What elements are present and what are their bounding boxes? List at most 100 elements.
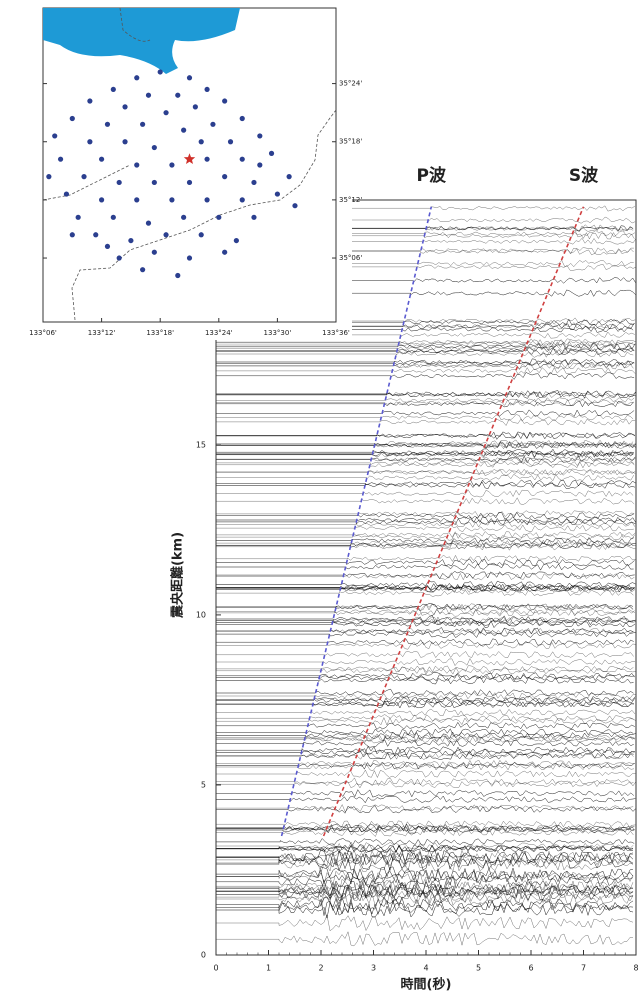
trace [216,751,634,760]
trace [216,820,636,829]
station [140,121,146,127]
station [87,98,93,104]
station [216,214,222,220]
trace [216,468,636,476]
trace [216,331,635,339]
x-tick-label: 8 [633,964,638,973]
trace [216,641,636,650]
station [87,139,93,145]
trace [216,735,635,744]
trace [216,769,636,779]
trace [216,344,635,352]
trace [216,852,634,869]
trace [216,247,634,255]
trace [216,733,636,742]
trace [216,229,636,238]
station [99,156,105,162]
station [116,255,122,261]
trace [216,603,634,611]
station [145,92,152,98]
trace [216,431,635,440]
station [46,174,52,180]
trace [216,699,634,709]
trace [216,563,634,571]
trace [216,696,636,705]
trace [216,510,635,518]
trace [216,390,636,398]
trace [216,400,634,408]
trace [216,616,636,625]
trace [216,362,634,370]
station [110,214,116,220]
trace [216,542,636,550]
trace [216,515,637,524]
trace [216,518,636,526]
map-x-tick-label: 133°24' [205,329,233,337]
trace [216,901,634,919]
station [181,127,187,133]
trace [216,413,634,422]
station [227,139,234,145]
trace [216,205,636,212]
trace [216,431,636,439]
trace [216,688,634,697]
trace [216,497,635,505]
trace [216,898,634,916]
boundary [42,164,131,201]
inset-map: 133°06' 133°12' 133°18' 133°24' 133°30' 133°3… [0,0,362,340]
trace [216,536,634,545]
boundary [71,109,337,321]
station [204,197,210,203]
trace [216,867,634,885]
trace [216,695,636,704]
trace [216,657,635,667]
station [239,115,245,122]
map-y-tick-label: 35°06' [339,254,362,262]
trace [216,885,634,902]
trace [216,651,634,659]
station [274,191,280,197]
station [110,86,116,93]
station [140,267,146,273]
station [104,243,111,250]
trace [216,584,635,593]
series-label: S波 [569,165,599,186]
trace [216,225,634,232]
trace [216,745,636,755]
station [257,133,263,139]
trace [216,450,634,458]
station [175,92,181,98]
trace [216,609,635,617]
trace [216,571,635,580]
station [52,133,58,139]
trace [216,362,634,370]
station [145,220,152,226]
map-y-tick-label: 35°12' [339,196,362,204]
trace [216,603,634,612]
trace [216,391,636,399]
station [128,237,134,244]
trace [216,673,635,682]
trace [216,866,634,882]
trace [216,638,634,646]
trace [216,511,634,520]
trace [216,481,636,490]
trace [216,874,634,891]
station [151,179,157,186]
trace [216,616,636,625]
trace [216,441,636,449]
trace [216,224,634,232]
x-tick-label: 6 [528,964,533,973]
trace [216,805,637,814]
trace [216,347,635,355]
trace [216,461,634,469]
station [186,75,193,81]
station [198,139,204,145]
station [151,144,157,151]
trace [216,409,635,417]
station [222,98,228,104]
station [204,156,210,162]
station [169,162,175,168]
map-x-tick-label: 133°12' [88,329,116,337]
trace [216,289,636,297]
